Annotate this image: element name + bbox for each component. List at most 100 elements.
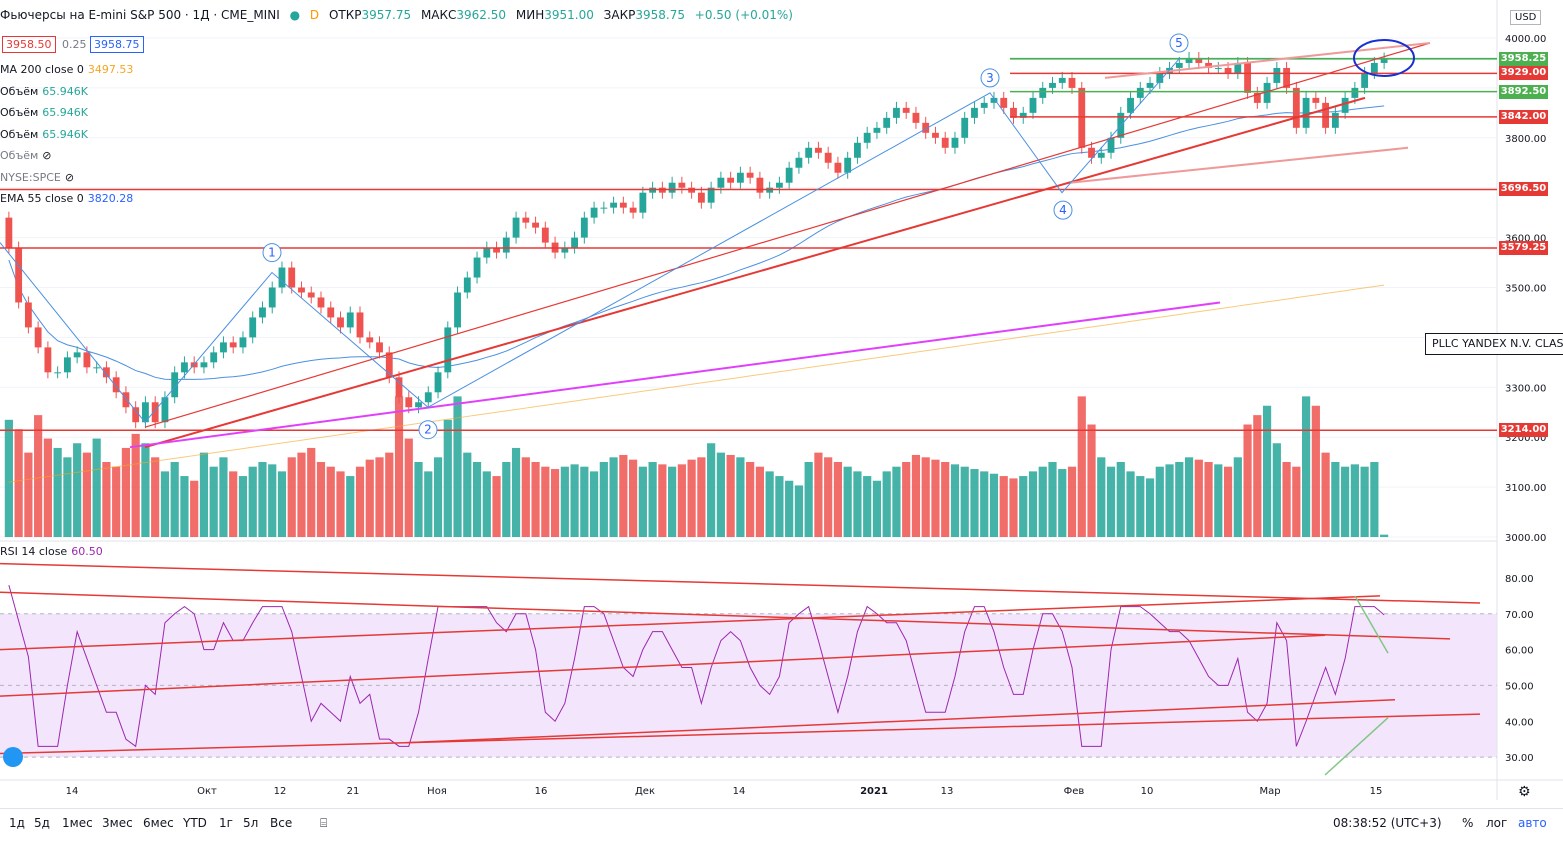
candle-body: [259, 307, 266, 318]
rsi-legend[interactable]: RSI 14 close 60.50: [0, 545, 103, 558]
volume-bar: [502, 462, 511, 537]
settings-gear-icon[interactable]: ⚙: [1518, 784, 1531, 800]
candle-body: [405, 397, 413, 408]
symbol-title[interactable]: Фьючерсы на E-mini S&P 500 · 1Д · CME_MI…: [0, 8, 280, 22]
legend-item[interactable]: EMA 55 close 0 3820.28: [0, 192, 134, 205]
volume-bar: [492, 476, 501, 537]
candle-body: [298, 287, 305, 293]
range-1m[interactable]: 1мес: [62, 816, 93, 830]
wave-marker: [1053, 200, 1073, 220]
volume-bar: [180, 476, 189, 537]
price-tick-label: 3200.00: [1505, 433, 1546, 444]
candle-body: [1331, 112, 1339, 128]
candle-body: [1292, 87, 1300, 128]
time-tick-label: 14: [733, 786, 746, 797]
legend-item[interactable]: Объём ⊘: [0, 149, 52, 162]
price-tick-label: 3800.00: [1505, 134, 1546, 145]
volume-bar: [463, 452, 472, 537]
volume-bar: [433, 457, 443, 537]
volume-bar: [277, 471, 287, 537]
volume-bar: [911, 454, 921, 537]
volume-bar: [853, 471, 862, 537]
volume-bar: [1184, 457, 1194, 537]
legend-item[interactable]: NYSE:SPCE ⊘: [0, 170, 75, 184]
volume-bar: [736, 457, 745, 537]
candle-body: [610, 202, 618, 208]
legend-item[interactable]: MA 200 close 0 3497.53: [0, 63, 134, 76]
ohlc-low: 3951.00: [544, 8, 594, 22]
candle-body: [1136, 87, 1144, 98]
range-1y[interactable]: 1г: [219, 816, 233, 830]
time-tick-label: 12: [274, 786, 287, 797]
candle-body: [327, 307, 335, 318]
candle-body: [893, 107, 900, 118]
ohlc-close: 3958.75: [635, 8, 685, 22]
range-5y[interactable]: 5л: [243, 816, 259, 830]
volume-bar: [307, 447, 316, 537]
candle-body: [1380, 58, 1388, 63]
currency-badge[interactable]: USD: [1510, 10, 1542, 25]
volume-bar: [43, 438, 52, 537]
bid-box[interactable]: 3958.50: [2, 36, 56, 53]
candle-body: [444, 327, 452, 373]
candle-body: [727, 177, 735, 183]
candle-body: [941, 137, 949, 148]
volume-bar: [375, 457, 384, 537]
candle-body: [268, 287, 276, 308]
auto-toggle[interactable]: авто: [1518, 816, 1547, 830]
percent-toggle[interactable]: %: [1462, 816, 1474, 830]
range-ytd[interactable]: YTD: [183, 816, 207, 830]
range-5d[interactable]: 5д: [34, 816, 50, 830]
legend-item[interactable]: Объём 65.946K: [0, 106, 88, 119]
candle-body: [1058, 77, 1066, 83]
volume-bar: [355, 466, 365, 537]
volume-bar: [1067, 466, 1077, 537]
candle-body: [1322, 102, 1330, 128]
volume-bar: [1009, 478, 1018, 537]
volume-bar: [1106, 466, 1116, 537]
volume-bar: [863, 476, 872, 537]
candle-body: [337, 317, 344, 328]
candle-body: [181, 362, 188, 373]
volume-bar: [1019, 476, 1028, 537]
volume-bar: [1341, 466, 1350, 537]
range-1d[interactable]: 1д: [9, 816, 25, 830]
volume-bar: [521, 457, 530, 537]
range-all[interactable]: Все: [270, 816, 293, 830]
candle-body: [132, 407, 140, 423]
volume-bar: [297, 452, 306, 537]
range-3m[interactable]: 3мес: [102, 816, 133, 830]
volume-bar: [82, 452, 92, 537]
candle-body: [395, 377, 403, 398]
volume-bar: [365, 459, 374, 537]
rsi-tick-label: 70.00: [1505, 610, 1534, 621]
hidden-eye-icon[interactable]: ⊘: [64, 170, 75, 184]
clock-time[interactable]: 08:38:52 (UTC+3): [1333, 816, 1442, 830]
candle-body: [883, 117, 891, 128]
hidden-eye-icon[interactable]: ⊘: [42, 149, 52, 162]
volume-bar: [151, 457, 160, 537]
candle-body: [210, 352, 218, 363]
volume-bar: [668, 466, 677, 537]
legend-item[interactable]: Объём 65.946K: [0, 84, 88, 98]
wave-marker: [262, 243, 282, 263]
rsi-tick-label: 40.00: [1505, 717, 1534, 728]
wave-label: 3: [986, 71, 994, 85]
goto-date-icon[interactable]: ⌸: [320, 816, 328, 830]
candle-body: [454, 292, 461, 328]
volume-bar: [1272, 443, 1281, 537]
candle-body: [434, 372, 442, 393]
ohlc-high: 3962.50: [456, 8, 507, 22]
price-axis-label: 3696.50: [1499, 182, 1548, 197]
ask-box[interactable]: 3958.75: [90, 36, 144, 53]
log-toggle[interactable]: лог: [1486, 816, 1508, 830]
ema55-line: [8, 105, 1385, 381]
legend-item[interactable]: Объём 65.946K: [0, 127, 88, 141]
wave-label: 5: [1175, 36, 1183, 50]
price-axis-label: 3958.25: [1499, 51, 1548, 66]
volume-bar: [589, 471, 599, 537]
candle-body: [815, 147, 822, 153]
range-6m[interactable]: 6мес: [143, 816, 174, 830]
rsi-green-line: [1354, 595, 1389, 654]
